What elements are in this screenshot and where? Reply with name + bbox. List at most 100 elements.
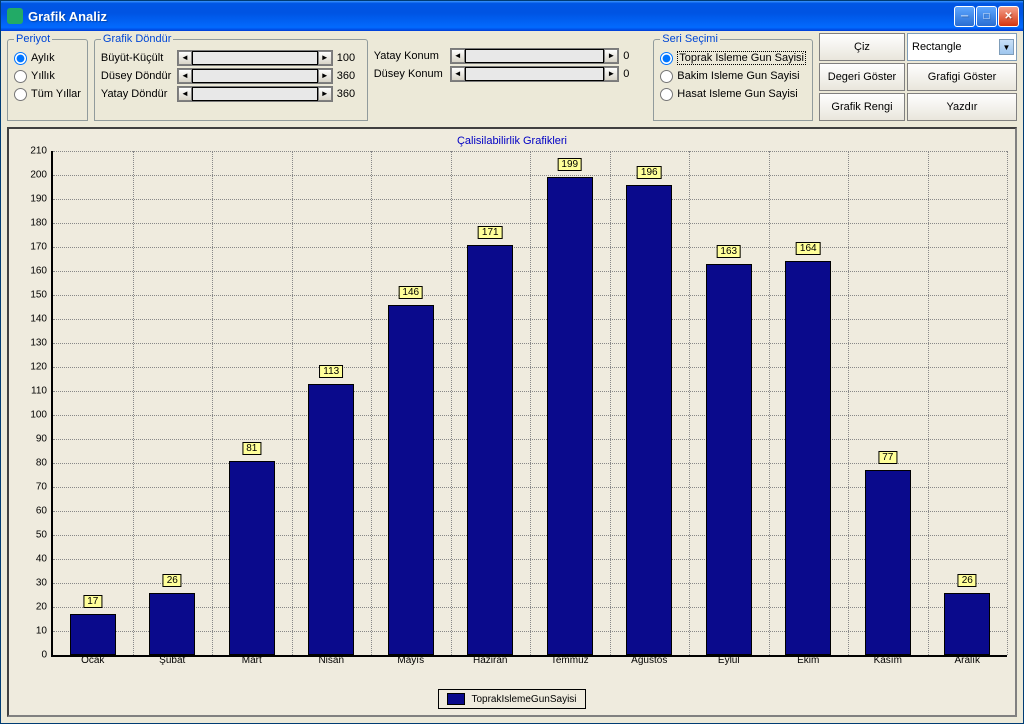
window-title: Grafik Analiz [28,9,954,24]
y-tick-label: 50 [36,530,47,541]
series-option[interactable]: Hasat Isleme Gun Sayisi [660,85,806,103]
x-tick-label: Eylül [718,655,740,666]
radio-icon[interactable] [14,88,27,101]
x-tick-label: Nisan [318,655,344,666]
radio-icon[interactable] [14,70,27,83]
slider-track[interactable]: ◄ ► [177,50,333,66]
close-button[interactable]: ✕ [998,6,1019,27]
radio-icon[interactable] [660,88,673,101]
position-group: Yatay Konum ◄ ► 0 Düsey Konum ◄ ► 0 [374,33,648,121]
arrow-right-icon[interactable]: ► [318,51,332,65]
y-tick-label: 190 [30,194,47,205]
print-button[interactable]: Yazdır [907,93,1017,121]
arrow-right-icon[interactable]: ► [318,87,332,101]
value-badge: 164 [796,242,821,255]
radio-icon[interactable] [660,52,673,65]
bar [865,470,911,655]
y-tick-label: 20 [36,602,47,613]
slider-label: Düsey Konum [374,68,446,80]
slider-label: Düsey Döndür [101,70,173,82]
y-tick-label: 120 [30,362,47,373]
slider-value: 0 [623,68,647,80]
chart-title: Çalisilabilirlik Grafikleri [17,135,1007,151]
slider-value: 100 [337,52,361,64]
slider-label: Yatay Konum [374,50,446,62]
slider-label: Yatay Döndür [101,88,173,100]
value-badge: 81 [242,442,261,455]
radio-icon[interactable] [660,70,673,83]
series-option[interactable]: Toprak Isleme Gun Sayisi [660,49,806,67]
y-tick-label: 200 [30,170,47,181]
y-tick-label: 210 [30,146,47,157]
slider-row: Yatay Döndür ◄ ► 360 [101,85,361,103]
series-option[interactable]: Bakim Isleme Gun Sayisi [660,67,806,85]
period-option[interactable]: Aylık [14,49,81,67]
x-tick-label: Temmuz [551,655,589,666]
show-chart-button[interactable]: Grafigi Göster [907,63,1017,91]
arrow-right-icon[interactable]: ► [604,49,618,63]
value-badge: 199 [557,158,582,171]
shape-select[interactable]: Rectangle ▼ [907,33,1017,61]
arrow-left-icon[interactable]: ◄ [451,49,465,63]
button-grid: Çiz Rectangle ▼ Degeri Göster Grafigi Gö… [819,33,1017,121]
series-label: Hasat Isleme Gun Sayisi [677,88,797,100]
x-tick-label: Kasım [874,655,902,666]
chart-legend: ToprakIslemeGunSayisi [438,689,585,709]
bar [308,384,354,655]
period-label: Yıllık [31,70,55,82]
y-tick-label: 90 [36,434,47,445]
bar [944,593,990,655]
value-badge: 196 [637,166,662,179]
legend-swatch [447,693,465,705]
bar [149,593,195,655]
x-axis-labels: OcakŞubatMartNisanMayısHaziranTemmuzAğus… [53,655,1007,675]
slider-track[interactable]: ◄ ► [450,66,620,82]
period-option[interactable]: Yıllık [14,67,81,85]
show-value-button[interactable]: Degeri Göster [819,63,905,91]
bar [388,305,434,655]
y-tick-label: 0 [41,650,47,661]
arrow-left-icon[interactable]: ◄ [178,69,192,83]
arrow-left-icon[interactable]: ◄ [178,51,192,65]
x-tick-label: Şubat [159,655,185,666]
series-group: Seri Seçimi Toprak Isleme Gun SayisiBaki… [653,33,813,121]
titlebar: Grafik Analiz ─ □ ✕ [1,1,1023,31]
bar [70,614,116,655]
shape-select-value: Rectangle [912,41,962,53]
bar [467,245,513,655]
maximize-button[interactable]: □ [976,6,997,27]
y-tick-label: 10 [36,626,47,637]
bar [626,185,672,655]
y-tick-label: 180 [30,218,47,229]
radio-icon[interactable] [14,52,27,65]
value-badge: 77 [878,451,897,464]
value-badge: 26 [163,574,182,587]
arrow-left-icon[interactable]: ◄ [178,87,192,101]
series-legend: Seri Seçimi [660,33,720,45]
legend-label: ToprakIslemeGunSayisi [471,694,576,705]
slider-row: Yatay Konum ◄ ► 0 [374,47,648,65]
x-tick-label: Haziran [473,655,507,666]
y-tick-label: 110 [31,386,47,397]
slider-track[interactable]: ◄ ► [177,86,333,102]
value-badge: 171 [478,226,503,239]
arrow-left-icon[interactable]: ◄ [451,67,465,81]
arrow-right-icon[interactable]: ► [604,67,618,81]
slider-track[interactable]: ◄ ► [177,68,333,84]
value-badge: 146 [398,286,423,299]
chart-color-button[interactable]: Grafik Rengi [819,93,905,121]
period-label: Tüm Yıllar [31,88,81,100]
value-badge: 163 [716,245,741,258]
value-badge: 113 [319,365,343,378]
y-axis: 0102030405060708090100110120130140150160… [17,151,51,655]
slider-track[interactable]: ◄ ► [450,48,620,64]
slider-row: Büyüt-Küçült ◄ ► 100 [101,49,361,67]
y-tick-label: 70 [36,482,47,493]
draw-button[interactable]: Çiz [819,33,905,61]
x-tick-label: Ocak [81,655,104,666]
app-window: Grafik Analiz ─ □ ✕ Periyot AylıkYıllıkT… [0,0,1024,724]
arrow-right-icon[interactable]: ► [318,69,332,83]
period-option[interactable]: Tüm Yıllar [14,85,81,103]
minimize-button[interactable]: ─ [954,6,975,27]
x-tick-label: Ağustos [631,655,667,666]
